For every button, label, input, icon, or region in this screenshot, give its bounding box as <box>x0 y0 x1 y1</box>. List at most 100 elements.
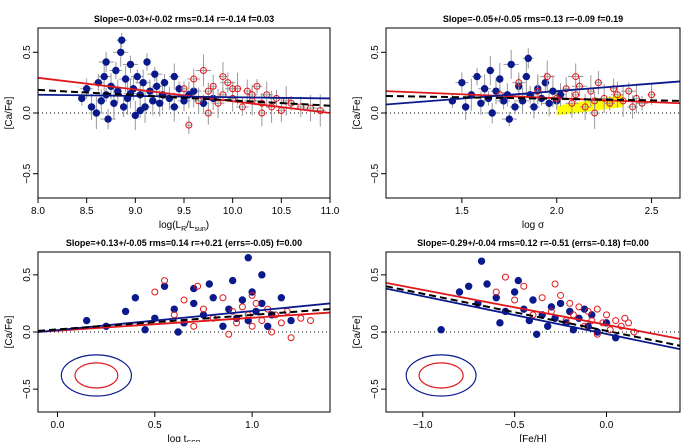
x-axis-label: log tSSP <box>168 434 201 442</box>
data-point <box>625 87 633 95</box>
data-point <box>530 103 538 111</box>
data-point <box>234 85 242 93</box>
data-point <box>161 277 169 285</box>
data-point <box>117 48 125 56</box>
data-point <box>151 70 159 78</box>
data-point <box>258 317 266 325</box>
data-point <box>511 103 519 111</box>
data-point <box>593 305 601 313</box>
x-tick-label: 10.5 <box>272 206 292 217</box>
data-point <box>524 54 532 63</box>
data-point <box>224 79 232 87</box>
error-ellipse-inner <box>418 362 464 389</box>
data-point <box>82 316 91 325</box>
data-point <box>204 87 212 95</box>
data-point <box>194 282 202 290</box>
data-point <box>510 288 519 296</box>
data-point <box>556 299 565 308</box>
data-point <box>243 87 251 95</box>
data-point <box>151 288 159 296</box>
data-point <box>229 307 237 315</box>
data-point <box>307 317 315 325</box>
blue-fit <box>38 93 330 100</box>
data-point <box>258 99 266 107</box>
data-point <box>458 78 466 87</box>
y-tick-label: −0.5 <box>22 379 33 399</box>
series-blue <box>448 48 567 127</box>
data-point <box>238 103 246 111</box>
data-point <box>566 307 574 316</box>
data-point <box>204 109 212 117</box>
plot-area <box>386 48 680 130</box>
data-point <box>538 294 546 302</box>
y-tick-label: 0.0 <box>370 325 381 339</box>
data-point <box>283 307 291 315</box>
data-point <box>543 73 551 81</box>
data-point <box>205 280 214 288</box>
data-point <box>248 291 256 299</box>
data-point <box>248 322 256 330</box>
x-tick-label: −0.5 <box>505 420 525 431</box>
y-tick-label: 0.5 <box>370 267 381 281</box>
x-tick-label: 2.0 <box>550 206 564 217</box>
data-point <box>480 85 489 93</box>
data-point <box>238 296 247 304</box>
data-point <box>118 36 126 44</box>
x-axis-label: [Fe/H] <box>519 434 546 442</box>
chart-panel-2: Slope=-0.05+/-0.05 rms=0.13 r=-0.09 f=0.… <box>352 14 681 231</box>
data-point <box>477 257 486 265</box>
black-fit <box>386 285 680 347</box>
x-tick-label: 0.5 <box>148 420 162 431</box>
data-point <box>141 103 149 111</box>
data-point <box>297 314 305 322</box>
data-point <box>483 280 491 288</box>
series-red <box>180 54 326 134</box>
black-fit <box>38 308 330 332</box>
data-point <box>219 73 227 81</box>
blue-fit <box>386 287 680 351</box>
data-point <box>87 103 96 111</box>
data-point <box>488 109 496 117</box>
data-point <box>569 311 577 319</box>
series-red <box>151 277 315 342</box>
data-point <box>287 334 295 342</box>
data-point <box>499 97 508 105</box>
x-tick-label: 2.5 <box>645 206 659 217</box>
data-point <box>556 91 565 99</box>
data-point <box>104 115 112 123</box>
data-point <box>225 330 233 338</box>
data-point <box>253 82 261 90</box>
y-tick-label: 0.5 <box>22 267 33 281</box>
data-point <box>190 322 198 330</box>
data-point <box>180 85 188 93</box>
data-point <box>252 299 260 307</box>
chart-title: Slope=+0.13+/-0.05 rms=0.14 r=+0.21 (err… <box>66 238 302 248</box>
data-point <box>492 87 500 95</box>
y-tick-label: 0.5 <box>22 45 33 59</box>
y-axis-label: [Ca/Fe] <box>352 315 363 348</box>
data-point <box>139 78 147 87</box>
data-point <box>190 284 198 293</box>
data-point <box>455 288 464 296</box>
series-red <box>492 273 638 338</box>
data-point <box>287 316 295 325</box>
data-point <box>568 99 576 107</box>
x-tick-label: 11.0 <box>321 206 340 217</box>
red-fit <box>38 311 330 333</box>
data-point <box>225 305 233 313</box>
black-fit <box>38 88 330 107</box>
x-tick-label: 0.0 <box>600 420 614 431</box>
data-point <box>238 303 246 311</box>
data-point <box>562 85 570 93</box>
data-point <box>648 91 656 99</box>
data-point <box>584 307 592 315</box>
y-tick-label: −0.5 <box>22 163 33 183</box>
x-tick-label: 0.0 <box>51 420 65 431</box>
data-point <box>630 328 638 336</box>
data-point <box>131 111 140 120</box>
data-point <box>613 91 621 99</box>
data-point <box>143 58 151 66</box>
y-tick-label: 0.5 <box>370 45 381 59</box>
data-point <box>209 82 217 90</box>
